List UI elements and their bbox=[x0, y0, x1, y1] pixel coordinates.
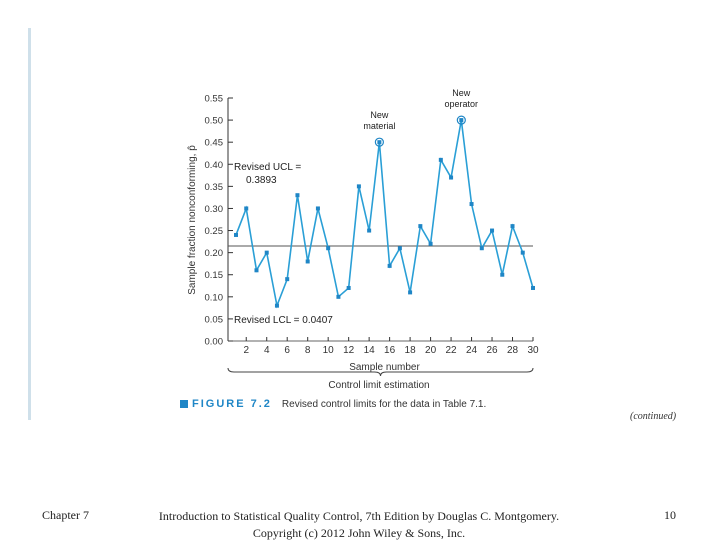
data-point bbox=[295, 193, 300, 198]
data-point bbox=[438, 157, 443, 162]
footer-page-number: 10 bbox=[664, 508, 676, 522]
y-axis-ticks: 0.00 0.05 0.10 0.15 0.20 0.25 0.30 0.35 0.40 0.45… bbox=[205, 94, 233, 348]
data-point bbox=[469, 202, 474, 207]
x-axis-label: Sample number bbox=[349, 362, 420, 373]
y-tick-label: 0.10 bbox=[205, 292, 224, 303]
data-point bbox=[367, 228, 372, 233]
data-point bbox=[449, 175, 454, 180]
annotation-circle bbox=[456, 115, 466, 125]
data-point bbox=[346, 285, 351, 290]
data-point bbox=[336, 294, 341, 299]
annotation-label: New bbox=[452, 88, 471, 98]
data-point bbox=[315, 206, 320, 211]
data-point bbox=[490, 228, 495, 233]
x-axis-ticks: 2 4 6 8 10 12 14 16 18 20 22 24 26 28 30 bbox=[228, 337, 539, 356]
data-point bbox=[397, 246, 402, 251]
y-tick-label: 0.50 bbox=[205, 116, 224, 127]
footer-chapter: Chapter 7 bbox=[42, 508, 89, 522]
x-tick-label: 14 bbox=[364, 345, 376, 356]
data-point bbox=[305, 259, 310, 264]
continued-note: (continued) bbox=[630, 411, 677, 422]
data-point bbox=[408, 290, 413, 295]
x-tick-label: 6 bbox=[284, 345, 290, 356]
y-tick-label: 0.00 bbox=[205, 337, 224, 348]
x-tick-label: 24 bbox=[466, 345, 478, 356]
x-tick-label: 22 bbox=[446, 345, 458, 356]
x-tick-label: 20 bbox=[425, 345, 437, 356]
data-point bbox=[285, 277, 290, 282]
data-point bbox=[459, 118, 464, 123]
x-tick-label: 10 bbox=[323, 345, 335, 356]
figure-label: FIGURE 7.2 bbox=[192, 398, 272, 410]
y-tick-label: 0.05 bbox=[205, 314, 224, 325]
slide-left-rule bbox=[28, 28, 31, 420]
x-tick-label: 4 bbox=[264, 345, 270, 356]
x-tick-label: 18 bbox=[405, 345, 417, 356]
data-point bbox=[500, 272, 505, 277]
annotation-label: material bbox=[363, 121, 395, 131]
ucl-label-line2: 0.3893 bbox=[246, 175, 277, 186]
y-tick-label: 0.20 bbox=[205, 248, 224, 259]
data-point bbox=[264, 250, 269, 255]
data-point bbox=[254, 268, 259, 273]
data-point bbox=[531, 285, 535, 290]
caption-square-icon bbox=[180, 400, 188, 409]
data-point bbox=[356, 184, 361, 189]
ucl-label-line1: Revised UCL = bbox=[234, 162, 301, 173]
y-tick-label: 0.30 bbox=[205, 204, 224, 215]
data-point bbox=[387, 263, 392, 268]
control-limit-brace bbox=[227, 367, 534, 377]
y-tick-label: 0.40 bbox=[205, 160, 224, 171]
annotation-circle bbox=[374, 137, 384, 147]
data-point bbox=[244, 206, 249, 211]
y-tick-label: 0.25 bbox=[205, 226, 224, 237]
footer-book-info: Introduction to Statistical Quality Cont… bbox=[150, 508, 568, 542]
data-point bbox=[326, 246, 331, 251]
series-line bbox=[235, 119, 534, 309]
y-tick-label: 0.35 bbox=[205, 182, 224, 193]
data-point bbox=[479, 246, 484, 251]
annotation-label: New bbox=[370, 110, 389, 120]
data-point bbox=[274, 303, 279, 308]
data-point bbox=[510, 224, 515, 229]
lcl-label: Revised LCL = 0.0407 bbox=[234, 315, 333, 326]
data-point bbox=[520, 250, 525, 255]
x-tick-label: 8 bbox=[305, 345, 311, 356]
data-point bbox=[418, 224, 423, 229]
y-axis-label: Sample fraction nonconforming, p̂ bbox=[186, 145, 198, 295]
annotation-label: operator bbox=[445, 99, 479, 109]
x-tick-label: 2 bbox=[243, 345, 249, 356]
brace-label: Control limit estimation bbox=[328, 380, 429, 391]
caption-text: Revised control limits for the data in T… bbox=[281, 399, 487, 410]
data-point bbox=[428, 241, 433, 246]
y-tick-label: 0.15 bbox=[205, 270, 224, 281]
data-point bbox=[377, 140, 382, 145]
y-tick-label: 0.45 bbox=[205, 138, 224, 149]
data-point bbox=[234, 232, 238, 237]
y-tick-label: 0.55 bbox=[205, 94, 224, 105]
x-tick-label: 28 bbox=[507, 345, 519, 356]
footer-book-line2: Copyright (c) 2012 John Wiley & Sons, In… bbox=[252, 526, 466, 540]
data-points bbox=[234, 118, 535, 308]
x-tick-label: 30 bbox=[527, 345, 539, 356]
footer-book-line1: Introduction to Statistical Quality Cont… bbox=[158, 509, 560, 523]
x-tick-label: 12 bbox=[343, 345, 355, 356]
x-tick-label: 26 bbox=[486, 345, 498, 356]
figure-caption: FIGURE 7.2 Revised control limits for the… bbox=[180, 398, 486, 410]
x-tick-label: 16 bbox=[384, 345, 396, 356]
